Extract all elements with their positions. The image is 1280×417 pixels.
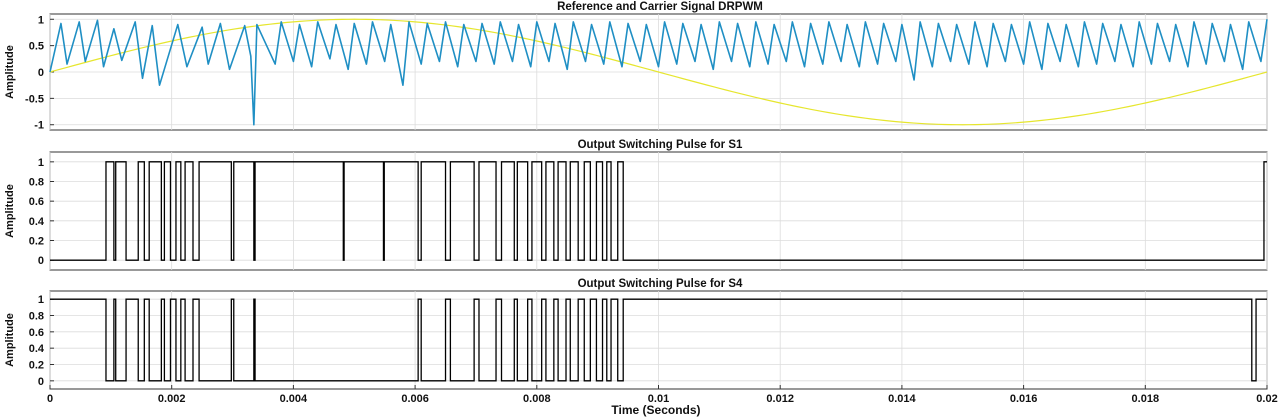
panel-reference-carrier: Reference and Carrier Signal DRPWM -1 -0.… (4, 1, 1268, 132)
series-line (49, 19, 1268, 126)
grid (49, 14, 1268, 130)
chart-title: Reference and Carrier Signal DRPWM (557, 1, 763, 13)
y-tick-label: 0.8 (29, 311, 44, 323)
panel-s1: Output Switching Pulse for S1 0 0.2 0.4 0.6… (4, 139, 1268, 271)
series-group (50, 298, 1267, 382)
y-tick-label: 0.2 (29, 236, 44, 248)
x-tick-label: 0.008 (523, 393, 551, 405)
y-tick-label: 0 (38, 376, 44, 388)
x-axis-label: Time (Seconds) (611, 403, 700, 417)
y-tick-labels: 0 0.2 0.4 0.6 0.8 1 (29, 294, 54, 388)
y-axis-label: Amplitude (4, 45, 16, 99)
y-tick-label: 1 (38, 294, 44, 306)
x-tick-label: 0.016 (1010, 393, 1038, 405)
chart-title: Output Switching Pulse for S1 (578, 139, 743, 151)
y-tick-label: 0.4 (29, 216, 45, 228)
series-line (49, 18, 1268, 126)
pulse-line (50, 161, 1267, 261)
y-tick-labels: 0 0.2 0.4 0.6 0.8 1 (29, 157, 54, 267)
y-tick-label: -0.5 (25, 93, 44, 105)
y-tick-label: 1 (38, 14, 44, 26)
x-tick-label: 0.004 (280, 393, 308, 405)
y-tick-label: 0.6 (29, 327, 44, 339)
x-tick-label: 0.01 (648, 393, 669, 405)
panel-s4: Output Switching Pulse for S4 0 0.2 0.4 0.6… (4, 278, 1278, 417)
y-tick-label: 0 (38, 67, 44, 79)
x-tick-labels: 0 0.002 0.004 0.006 0.008 0.01 0.012 0.014 0.016… (47, 385, 1278, 405)
y-axis-label: Amplitude (4, 184, 16, 238)
y-tick-label: 0.8 (29, 177, 44, 189)
y-tick-labels: -1 -0.5 0 0.5 1 (25, 14, 54, 132)
y-tick-label: 1 (38, 157, 44, 169)
y-tick-label: 0.5 (29, 41, 44, 53)
x-tick-label: 0.014 (888, 393, 916, 405)
y-axis-label: Amplitude (4, 313, 16, 367)
series-group (49, 18, 1268, 126)
y-tick-label: 0.4 (29, 343, 45, 355)
x-tick-label: 0.006 (401, 393, 429, 405)
x-tick-label: 0 (47, 393, 53, 405)
x-tick-label: 0.002 (158, 393, 186, 405)
y-tick-label: 0 (38, 255, 44, 267)
pulse-line (50, 298, 1267, 382)
y-tick-label: -1 (34, 120, 44, 132)
chart-title: Output Switching Pulse for S4 (578, 278, 743, 290)
y-tick-label: 0.2 (29, 360, 44, 372)
y-tick-label: 0.6 (29, 196, 44, 208)
series-group (50, 161, 1267, 261)
x-tick-label: 0.02 (1256, 393, 1277, 405)
x-tick-label: 0.012 (766, 393, 794, 405)
x-tick-label: 0.018 (1132, 393, 1160, 405)
